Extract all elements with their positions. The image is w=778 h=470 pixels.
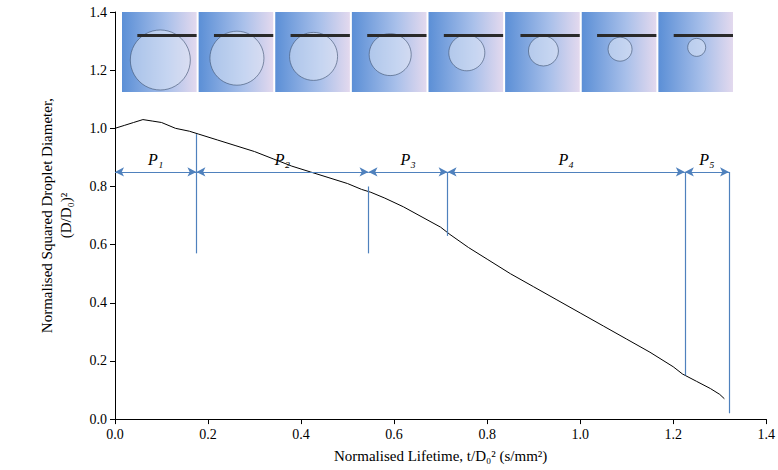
svg-text:0.8: 0.8: [478, 427, 496, 442]
svg-text:0.2: 0.2: [90, 353, 108, 368]
svg-text:0.0: 0.0: [106, 427, 124, 442]
svg-text:1.2: 1.2: [664, 427, 682, 442]
svg-text:1.0: 1.0: [90, 121, 108, 136]
svg-text:Normalised Lifetime, t/D₀² (s/: Normalised Lifetime, t/D₀² (s/mm²): [334, 448, 547, 465]
svg-text:P₂: P₂: [274, 151, 291, 168]
svg-text:0.0: 0.0: [90, 412, 108, 427]
svg-text:P₃: P₃: [399, 151, 415, 168]
svg-text:0.6: 0.6: [385, 427, 403, 442]
svg-text:1.4: 1.4: [90, 5, 108, 20]
svg-text:0.6: 0.6: [90, 237, 108, 252]
svg-text:Normalised Squared Droplet Dia: Normalised Squared Droplet Diameter,: [39, 98, 55, 333]
svg-text:1.4: 1.4: [758, 427, 776, 442]
svg-text:1.2: 1.2: [90, 63, 108, 78]
svg-text:0.4: 0.4: [90, 295, 108, 310]
svg-text:0.8: 0.8: [90, 179, 108, 194]
svg-text:P₁: P₁: [147, 151, 163, 168]
svg-text:0.2: 0.2: [199, 427, 217, 442]
svg-text:0.4: 0.4: [292, 427, 310, 442]
svg-text:1.0: 1.0: [571, 427, 589, 442]
svg-text:P₅: P₅: [698, 151, 714, 168]
svg-text:(D/D₀)²: (D/D₀)²: [58, 192, 75, 238]
svg-text:P₄: P₄: [558, 151, 574, 168]
